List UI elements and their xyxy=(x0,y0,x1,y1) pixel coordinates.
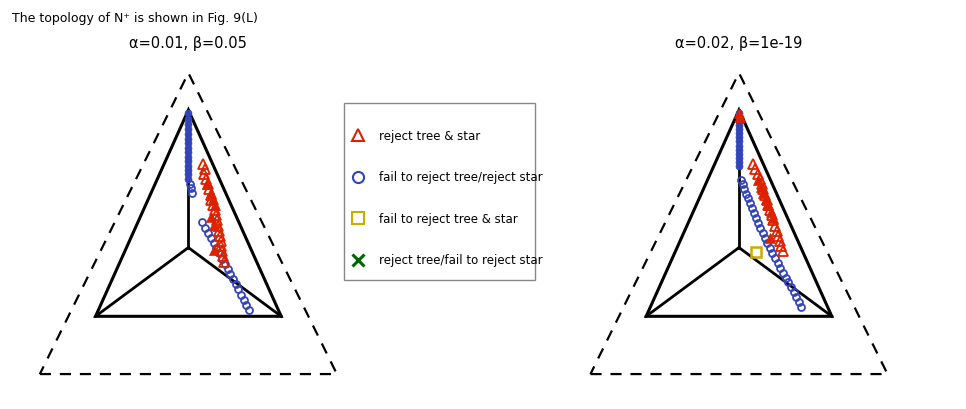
Text: The topology of N⁺ is shown in Fig. 9(L): The topology of N⁺ is shown in Fig. 9(L) xyxy=(12,12,258,25)
Title: α=0.01, β=0.05: α=0.01, β=0.05 xyxy=(129,36,247,51)
Text: reject tree/fail to reject star: reject tree/fail to reject star xyxy=(379,254,542,266)
FancyBboxPatch shape xyxy=(0,56,966,402)
Title: α=0.02, β=1e-19: α=0.02, β=1e-19 xyxy=(675,36,803,51)
FancyBboxPatch shape xyxy=(344,104,535,281)
Text: fail to reject tree & star: fail to reject tree & star xyxy=(379,212,518,225)
Text: fail to reject tree/reject star: fail to reject tree/reject star xyxy=(379,171,542,184)
Text: reject tree & star: reject tree & star xyxy=(379,129,480,142)
